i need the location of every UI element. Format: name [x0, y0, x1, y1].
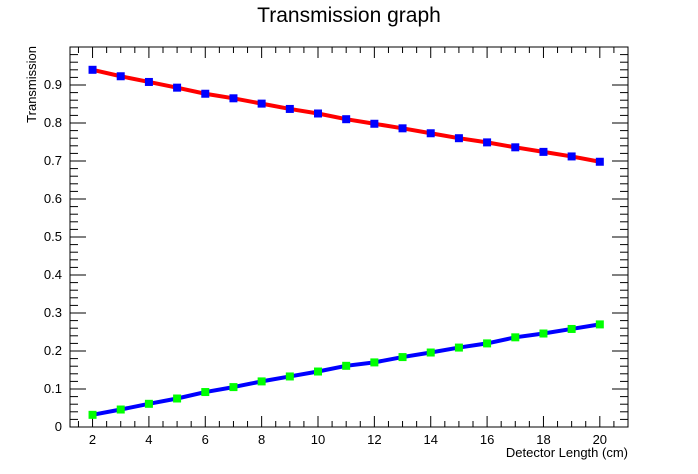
y-tick-label: 0.5 — [44, 229, 62, 244]
data-point-series-1 — [201, 89, 210, 98]
y-tick-label: 0.1 — [44, 381, 62, 396]
data-point-series-1 — [144, 77, 153, 86]
data-point-series-1 — [426, 129, 435, 138]
axis-ticks: 2 4 6 8 10 12 14 16 18 20 0 0.1 0.2 0.3 0.4 0.5 0.6 0.7 0.… — [44, 46, 629, 447]
x-tick-label: 12 — [367, 432, 381, 447]
y-tick-label: 0.7 — [44, 153, 62, 168]
data-point-series-2 — [257, 377, 266, 386]
x-tick-label: 2 — [89, 432, 96, 447]
chart-title: Transmission graph — [257, 4, 441, 27]
data-point-series-2 — [144, 399, 153, 408]
data-point-series-2 — [567, 324, 576, 333]
data-point-series-2 — [173, 394, 182, 403]
data-point-series-2 — [201, 388, 210, 397]
x-tick-label: 16 — [480, 432, 494, 447]
data-point-series-2 — [426, 348, 435, 357]
data-point-series-2 — [314, 367, 322, 376]
y-tick-label: 0.3 — [44, 305, 62, 320]
data-point-series-1 — [595, 157, 604, 166]
data-point-series-1 — [398, 124, 407, 133]
data-point-series-2 — [454, 343, 463, 352]
x-tick-label: 8 — [258, 432, 265, 447]
data-point-series-2 — [229, 383, 238, 392]
x-tick-label: 20 — [593, 432, 607, 447]
data-point-series-2 — [285, 372, 294, 381]
series-layer — [88, 65, 604, 419]
data-point-series-2 — [539, 329, 548, 338]
data-point-series-2 — [511, 333, 520, 342]
data-point-series-1 — [539, 147, 548, 156]
data-point-series-2 — [483, 339, 492, 348]
y-tick-label: 0.2 — [44, 343, 62, 358]
y-tick-label: 0.9 — [44, 77, 62, 92]
data-point-series-1 — [454, 134, 463, 143]
x-tick-label: 6 — [202, 432, 209, 447]
y-tick-label: 0 — [55, 419, 62, 434]
x-tick-label: 10 — [311, 432, 325, 447]
data-point-series-1 — [116, 72, 125, 81]
x-tick-label: 4 — [145, 432, 152, 447]
data-point-series-1 — [229, 94, 238, 103]
data-point-series-1 — [511, 143, 520, 152]
plot-frame — [69, 46, 629, 428]
data-point-series-2 — [342, 361, 351, 370]
y-tick-label: 0.6 — [44, 191, 62, 206]
data-point-series-1 — [314, 109, 322, 118]
data-point-series-1 — [567, 152, 576, 161]
data-point-series-1 — [483, 138, 492, 147]
x-tick-label: 18 — [536, 432, 550, 447]
data-point-series-1 — [342, 115, 351, 124]
x-tick-label: 14 — [423, 432, 437, 447]
data-point-series-1 — [88, 65, 97, 74]
data-point-series-2 — [595, 320, 604, 329]
data-point-series-2 — [88, 410, 97, 419]
data-point-series-1 — [257, 99, 266, 108]
data-point-series-1 — [370, 119, 379, 128]
data-point-series-1 — [173, 83, 182, 92]
data-point-series-2 — [370, 358, 379, 367]
y-tick-label: 0.4 — [44, 267, 62, 282]
data-point-series-2 — [398, 353, 407, 362]
y-tick-label: 0.8 — [44, 115, 62, 130]
data-point-series-2 — [116, 405, 125, 414]
y-axis-label: Transmission — [24, 46, 39, 123]
data-point-series-1 — [285, 104, 294, 113]
x-axis-label: Detector Length (cm) — [506, 445, 628, 460]
